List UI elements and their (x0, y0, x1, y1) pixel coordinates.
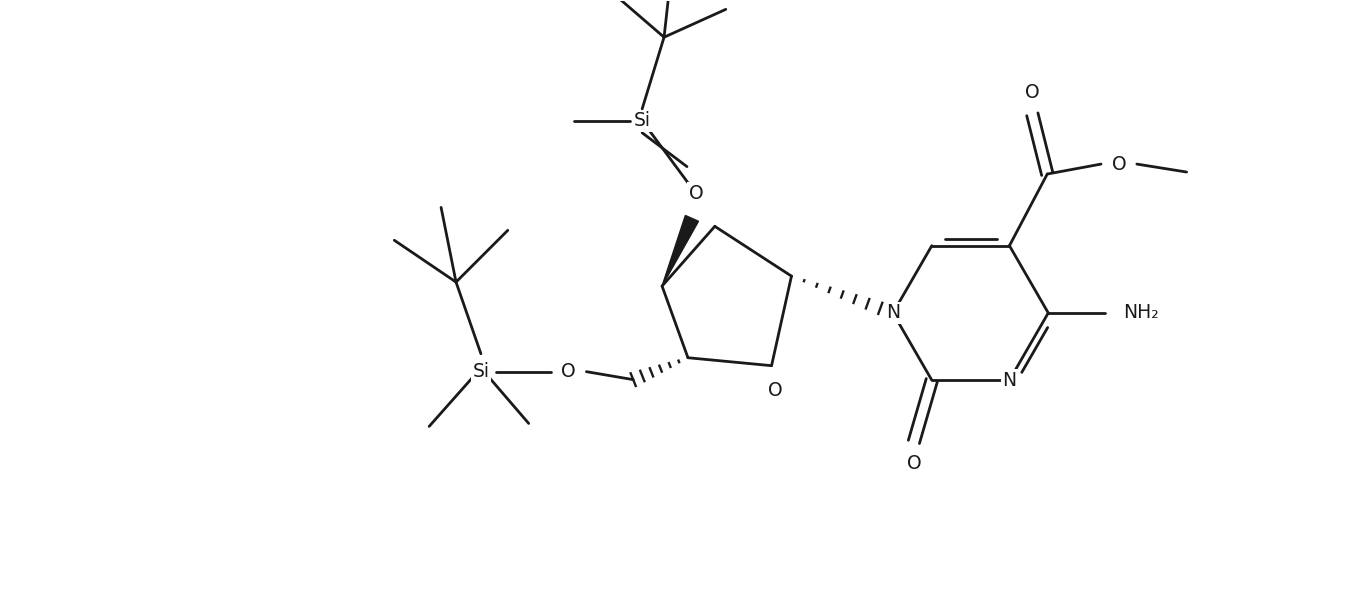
Text: Si: Si (472, 362, 489, 381)
Text: O: O (768, 381, 783, 400)
Text: NH₂: NH₂ (1124, 303, 1159, 322)
Text: O: O (907, 454, 921, 473)
Text: O: O (1111, 154, 1126, 173)
Text: O: O (1025, 83, 1040, 102)
Polygon shape (662, 215, 699, 286)
Text: O: O (688, 184, 703, 203)
Text: N: N (886, 303, 900, 322)
Text: O: O (561, 362, 576, 381)
Text: Si: Si (634, 111, 650, 130)
Text: N: N (1002, 371, 1017, 390)
